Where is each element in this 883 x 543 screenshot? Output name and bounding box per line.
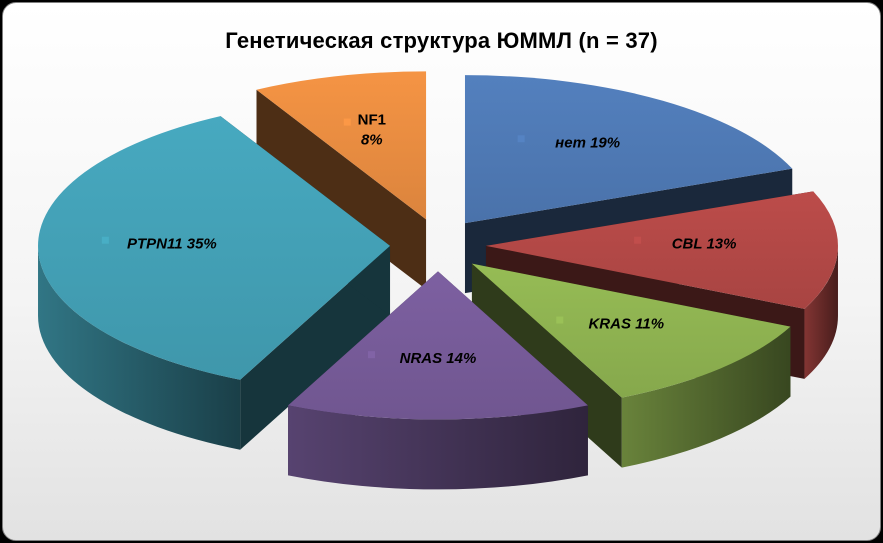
- pie-slice-ptpn11: [38, 116, 391, 450]
- slice-label-kras: KRAS 11%: [556, 316, 664, 333]
- slice-text-nras: NRAS 14%: [400, 350, 477, 367]
- slice-category-nf1: NF1: [358, 112, 386, 129]
- legend-key-cbl: [634, 236, 642, 244]
- slice-label-cbl: CBL 13%: [634, 236, 736, 253]
- slice-text-kras: KRAS 11%: [588, 316, 664, 333]
- slice-label-nras: NRAS 14%: [368, 350, 476, 367]
- pie-slice-nras: [288, 271, 588, 490]
- slice-value-nf1: 8%: [361, 132, 383, 149]
- slice-label-ptpn11: PTPN11 35%: [101, 236, 217, 253]
- legend-key-nf1: [343, 118, 351, 126]
- slice-text-нет: нет 19%: [555, 134, 620, 151]
- chart-title: Генетическая структура ЮММЛ (n = 37): [225, 28, 658, 53]
- legend-key-kras: [556, 316, 564, 324]
- slice-text-ptpn11: PTPN11 35%: [127, 236, 217, 253]
- legend-key-нет: [517, 135, 525, 143]
- pie-slice-nf1: [256, 71, 427, 290]
- slice-label-нет: нет 19%: [517, 134, 620, 151]
- legend-key-nras: [368, 351, 375, 359]
- legend-key-ptpn11: [101, 236, 109, 244]
- slice-text-cbl: CBL 13%: [672, 236, 737, 253]
